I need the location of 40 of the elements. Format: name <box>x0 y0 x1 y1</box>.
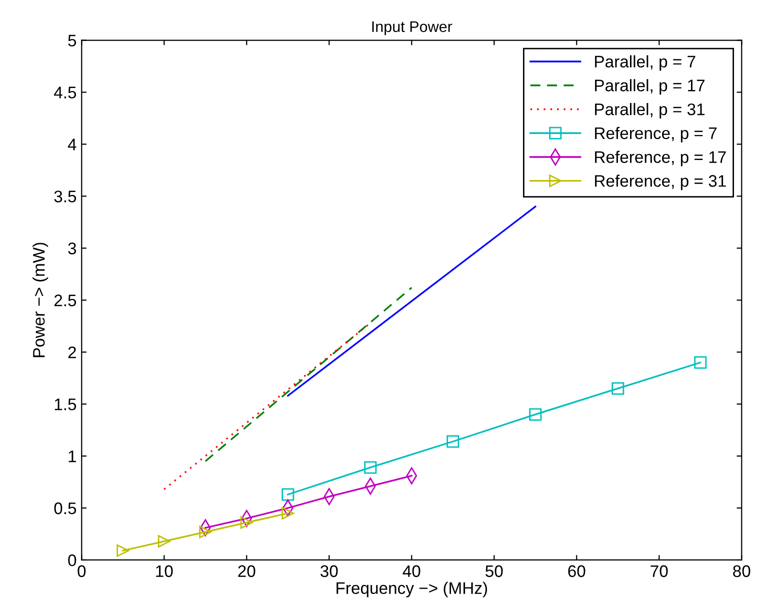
y-tick-label: 2 <box>68 346 76 358</box>
x-tick-label: 80 <box>733 565 750 578</box>
y-tick-label: 4.5 <box>54 86 76 98</box>
point <box>446 435 460 448</box>
y-axis-title: Power −> (mW) <box>32 242 48 358</box>
point <box>116 544 130 557</box>
x-tick-label: 20 <box>238 565 256 578</box>
legend-label: Reference, p = 17 <box>595 150 726 166</box>
legend-label: Parallel, p = 17 <box>595 79 704 95</box>
point <box>240 516 253 529</box>
x-tick-label: 50 <box>486 565 503 578</box>
point <box>529 408 542 421</box>
point <box>694 356 707 369</box>
y-tick-label: 1.5 <box>54 398 76 410</box>
y-tick-label: 4 <box>68 138 76 150</box>
legend-label: Reference, p = 7 <box>595 126 717 142</box>
point <box>282 506 294 520</box>
x-tick-label: 10 <box>156 565 173 578</box>
y-tick-label: 1 <box>68 450 76 462</box>
y-tick-label: 3 <box>68 242 76 254</box>
point <box>282 488 294 501</box>
legend-label: Reference, p = 31 <box>595 174 726 190</box>
point <box>199 526 212 538</box>
point <box>364 461 377 474</box>
y-tick-label: 3.5 <box>54 190 76 202</box>
y-tick-label: 2.5 <box>54 294 76 306</box>
legend-label: Parallel, p = 7 <box>595 55 696 71</box>
x-axis-title: Frequency −> (MHz) <box>336 582 488 598</box>
point <box>158 535 170 548</box>
chart-title: Input Power <box>372 21 452 36</box>
y-tick-label: 5 <box>68 34 76 46</box>
x-tick-label: 40 <box>402 565 420 578</box>
x-tick-label: 0 <box>78 565 86 578</box>
legend-label: Parallel, p = 31 <box>595 103 705 119</box>
x-tick-label: 30 <box>320 565 338 578</box>
x-tick-label: 70 <box>650 565 668 578</box>
x-tick-label: 60 <box>568 565 586 578</box>
y-tick-label: 0 <box>68 554 76 566</box>
y-tick-label: 0.5 <box>54 502 76 514</box>
point <box>612 382 624 395</box>
